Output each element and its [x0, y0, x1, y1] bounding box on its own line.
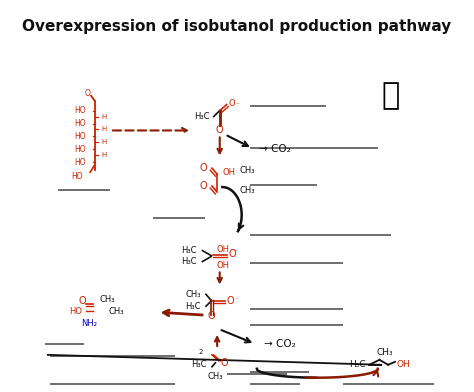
Text: H₃C: H₃C: [185, 302, 201, 311]
Text: O: O: [226, 296, 234, 306]
Text: O: O: [199, 181, 207, 191]
Text: HO: HO: [74, 106, 86, 115]
Text: O: O: [216, 125, 224, 136]
Text: H: H: [101, 127, 107, 132]
Text: CH₃: CH₃: [239, 185, 255, 194]
Text: ⁻: ⁻: [234, 297, 238, 303]
Text: O: O: [228, 249, 236, 259]
Text: HO: HO: [71, 172, 82, 181]
Text: OH: OH: [222, 168, 235, 177]
Text: O: O: [207, 311, 215, 321]
Text: NH₂: NH₂: [82, 319, 97, 328]
Text: H: H: [101, 140, 107, 145]
Text: HO: HO: [74, 158, 86, 167]
Text: H₃C: H₃C: [181, 246, 196, 255]
Text: OH: OH: [216, 261, 229, 270]
Text: H: H: [101, 152, 107, 158]
Text: O: O: [228, 99, 235, 108]
Text: Overexpression of isobutanol production pathway: Overexpression of isobutanol production …: [22, 19, 452, 34]
Text: HO: HO: [74, 132, 86, 141]
Text: O: O: [85, 89, 91, 98]
Text: HO: HO: [69, 307, 82, 316]
Text: ⁻: ⁻: [233, 250, 237, 256]
Text: 2: 2: [199, 349, 203, 355]
Text: → CO₂: → CO₂: [264, 339, 295, 349]
Text: HO: HO: [74, 119, 86, 128]
Text: CH₃: CH₃: [100, 295, 115, 304]
Text: CH₃: CH₃: [109, 307, 124, 316]
Text: H₃C: H₃C: [194, 112, 210, 121]
Text: 🧠: 🧠: [382, 81, 400, 110]
Text: CH₃: CH₃: [208, 372, 223, 381]
Text: OH: OH: [216, 245, 229, 254]
Text: O: O: [220, 358, 228, 368]
Text: ⁻: ⁻: [235, 103, 239, 109]
Text: CH₃: CH₃: [376, 348, 393, 358]
Text: O: O: [79, 296, 86, 306]
Text: CH₃: CH₃: [185, 290, 201, 299]
Text: H: H: [101, 114, 107, 120]
Text: H₃C: H₃C: [191, 360, 207, 369]
Text: O: O: [199, 163, 207, 173]
Text: OH: OH: [397, 360, 410, 369]
Text: → CO₂: → CO₂: [259, 144, 291, 154]
Text: H₃C: H₃C: [181, 257, 196, 266]
Text: H₃C: H₃C: [349, 360, 365, 369]
Text: CH₃: CH₃: [239, 166, 255, 175]
Text: HO: HO: [74, 145, 86, 154]
